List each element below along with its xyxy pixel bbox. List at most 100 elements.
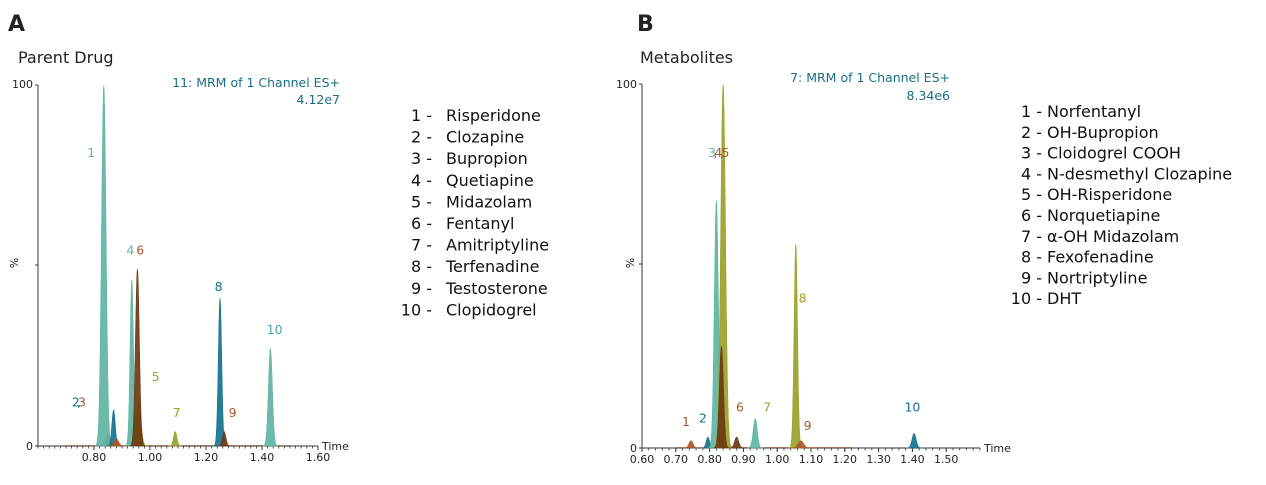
legend-name: Clopidogrel (446, 300, 537, 319)
peak-label: 10 (904, 400, 920, 415)
legend-name: N-desmethyl Clozapine (1047, 164, 1232, 183)
chromatogram-peak (212, 297, 228, 447)
legend-number: 3 - (411, 149, 432, 168)
peak-label: 7 (173, 405, 181, 420)
panel-letter: A (8, 12, 25, 37)
legend-number: 4 - (411, 171, 432, 190)
x-tick-label: 1.00 (765, 453, 790, 466)
y-tick-label-0: 0 (630, 442, 637, 455)
peak-label: 5 (152, 369, 160, 384)
chromatogram-peak (790, 440, 812, 449)
x-tick-label: 1.50 (934, 453, 959, 466)
x-tick-label: 0.70 (664, 453, 689, 466)
chromatogram-peak (168, 431, 182, 447)
chromatogram-peak (788, 244, 803, 449)
legend-name: Cloidogrel COOH (1047, 144, 1181, 163)
legend-name: Risperidone (446, 106, 541, 125)
peak-label: 6 (136, 243, 144, 258)
chromatogram-peak (94, 84, 114, 447)
legend-name: Nortriptyline (1047, 268, 1147, 287)
chromatogram-peak (746, 418, 764, 449)
chromatogram-peak (728, 436, 745, 449)
peak-label: 8 (799, 290, 807, 305)
legend-number: 3 - (1021, 144, 1042, 163)
legend-name: Fexofenadine (1047, 248, 1154, 267)
legend-number: 8 - (411, 257, 432, 276)
legend-number: 5 - (411, 192, 432, 211)
peak-label: 10 (267, 322, 283, 337)
y-tick-label-100: 100 (616, 78, 637, 91)
x-tick-label: 0.90 (731, 453, 756, 466)
peak-label: 9 (229, 405, 237, 420)
peak-label: 1 (682, 414, 690, 429)
legend-number: 6 - (1021, 206, 1042, 225)
legend-name: Fentanyl (446, 214, 514, 233)
panel-a: A Parent Drug 11: MRM of 1 Channel ES+ 4.12… (8, 12, 549, 464)
peak-label: 4 (714, 145, 722, 160)
legend-name: OH-Risperidone (1047, 185, 1172, 204)
panel-title: Parent Drug (18, 48, 114, 67)
peak-label: 2 (699, 411, 707, 426)
chromatogram-peak (905, 433, 923, 449)
legend-number: 7 - (411, 236, 432, 255)
x-tick-label: 1.10 (799, 453, 824, 466)
legend-number: 7 - (1021, 227, 1042, 246)
y-axis-label: % (8, 258, 21, 268)
legend-number: 10 - (1011, 289, 1042, 308)
x-tick-label: 0.80 (697, 453, 722, 466)
chromatogram-peak (682, 440, 700, 449)
y-tick-label-100: 100 (12, 78, 33, 91)
intensity-value: 8.34e6 (907, 88, 951, 103)
peak-label: 6 (736, 400, 744, 415)
legend-name: DHT (1047, 289, 1081, 308)
legend-name: Norfentanyl (1047, 102, 1141, 121)
peak-label: 9 (804, 418, 812, 433)
y-tick-label-0: 0 (26, 440, 33, 453)
x-tick-label: 1.00 (138, 451, 163, 464)
x-tick-label: 0.60 (630, 453, 655, 466)
legend: 1 - Norfentanyl 2 - OH-Bupropion 3 - Cloidogr… (1011, 102, 1232, 308)
panel-title: Metabolites (640, 48, 733, 67)
legend-number: 1 - (411, 106, 432, 125)
legend-name: Midazolam (446, 192, 532, 211)
peak-label: 3 (78, 394, 86, 409)
peak-label: 1 (87, 145, 95, 160)
peak-label: 7 (763, 400, 771, 415)
panel-letter: B (637, 12, 654, 37)
legend-number: 5 - (1021, 185, 1042, 204)
legend-name: Norquetiapine (1047, 206, 1160, 225)
legend-number: 10 - (401, 300, 432, 319)
x-tick-label: 0.80 (82, 451, 107, 464)
legend-number: 9 - (1021, 268, 1042, 287)
legend-name: OH-Bupropion (1047, 123, 1159, 142)
legend-name: Terfenadine (445, 257, 539, 276)
x-tick-label: 1.60 (306, 451, 331, 464)
chromatogram-peak (129, 269, 146, 447)
x-axis-label: Time (983, 442, 1011, 455)
peak-label: 3 (708, 145, 716, 160)
peak-label: , (713, 145, 717, 160)
x-tick-label: 1.40 (250, 451, 275, 464)
legend-number: 9 - (411, 279, 432, 298)
peak-label: 8 (215, 279, 223, 294)
intensity-value: 4.12e7 (297, 92, 340, 107)
legend-number: 8 - (1021, 248, 1042, 267)
panel-b: B Metabolites 7: MRM of 1 Channel ES+ 8.34e… (616, 12, 1232, 466)
channel-header: 7: MRM of 1 Channel ES+ (790, 70, 950, 85)
legend-number: 2 - (411, 128, 432, 147)
x-tick-label: 1.20 (194, 451, 219, 464)
legend-name: Testosterone (445, 279, 548, 298)
legend-number: 2 - (1021, 123, 1042, 142)
legend-number: 1 - (1021, 102, 1042, 121)
chromatogram-peak (262, 348, 279, 447)
legend-number: 6 - (411, 214, 432, 233)
peak-label: 2 (72, 394, 80, 409)
legend-name: α-OH Midazolam (1047, 227, 1179, 246)
x-tick-label: 1.30 (866, 453, 891, 466)
peak-label: , (77, 394, 81, 409)
y-axis-label: % (624, 258, 637, 268)
peak-label: 4 (126, 243, 134, 258)
peak-label: , (720, 145, 724, 160)
legend-name: Clozapine (446, 128, 524, 147)
